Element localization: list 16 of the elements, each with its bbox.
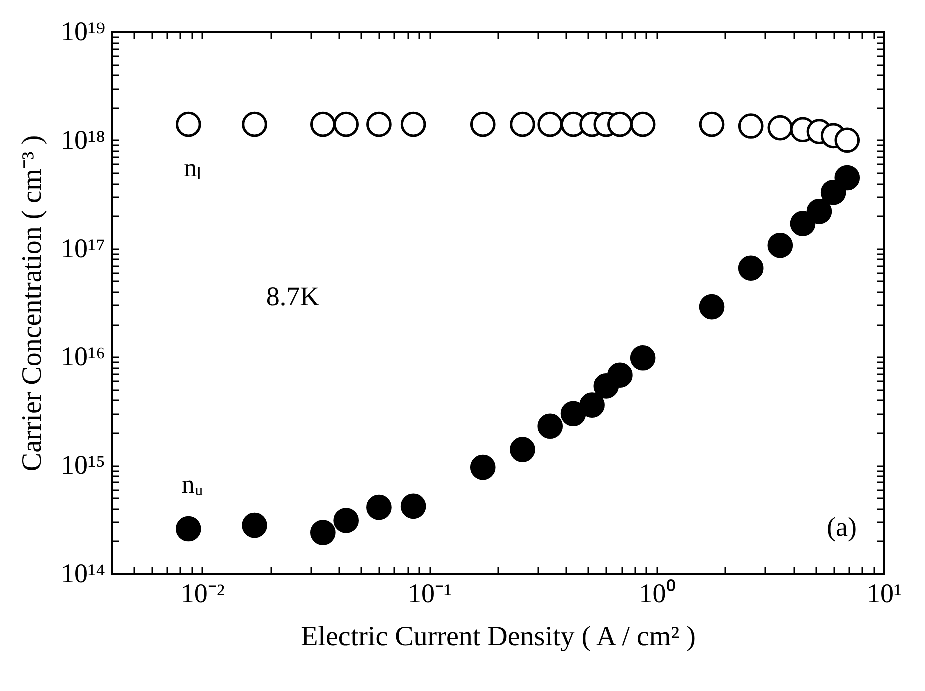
x-axis-title: Electric Current Density ( A / cm² ) (301, 622, 696, 652)
y-tick-label: 10¹⁴ (60, 558, 106, 588)
y-tick-label: 10¹⁵ (60, 450, 106, 480)
y-tick-label: 10¹⁹ (60, 16, 106, 46)
series-label: nₗ (184, 154, 202, 183)
x-tick-label: 10⁰ (639, 578, 676, 608)
x-tick-label: 10¹ (866, 578, 902, 608)
annotation: (a) (827, 512, 857, 542)
y-axis-title: Carrier Concentration ( cm⁻³ ) (16, 135, 48, 472)
annotation: 8.7K (266, 282, 320, 312)
y-tick-label: 10¹⁸ (60, 124, 106, 155)
y-tick-label: 10¹⁷ (60, 233, 106, 264)
x-tick-label: 10⁻¹ (408, 578, 452, 608)
x-tick-label: 10⁻² (180, 578, 225, 608)
series-label: nᵤ (182, 470, 204, 500)
y-tick-label: 10¹⁶ (60, 342, 106, 372)
